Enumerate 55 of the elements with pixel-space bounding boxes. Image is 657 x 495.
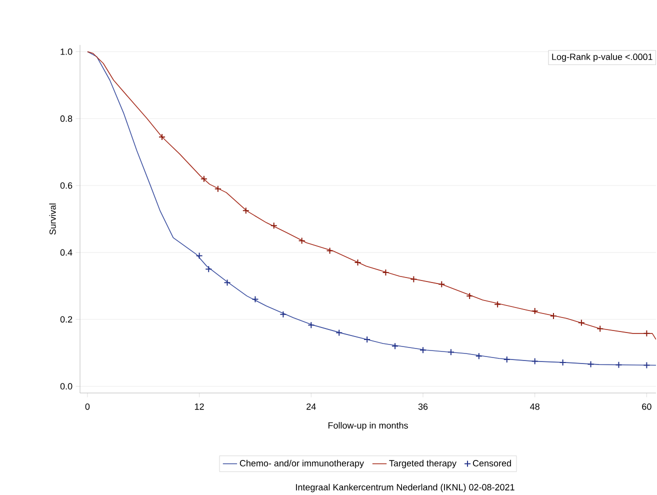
point (364, 336, 371, 343)
point (280, 310, 287, 318)
text: Integraal Kankercentrum Nederland (IKNL) 02-08-2021 (296, 484, 514, 492)
point (447, 348, 454, 356)
point (559, 358, 566, 366)
point (326, 247, 334, 254)
x-tick-label: 36 (418, 403, 428, 410)
y-tick-label: 0.8 (60, 115, 72, 122)
point (643, 330, 650, 337)
point (336, 329, 343, 336)
point (466, 292, 474, 300)
point (494, 300, 502, 308)
point (205, 266, 212, 273)
y-tick-label: 0.6 (60, 182, 72, 189)
x-tick-label: 24 (306, 403, 316, 410)
y-tick-label: 0.2 (60, 316, 72, 322)
point (158, 133, 166, 140)
point (392, 342, 399, 350)
point (214, 185, 222, 192)
point (252, 296, 259, 303)
point (382, 268, 390, 276)
point (643, 362, 650, 369)
legend-label: Targeted therapy (389, 460, 456, 468)
point (475, 352, 482, 360)
point (354, 258, 362, 266)
point (550, 312, 557, 320)
y-tick-label: 0.0 (60, 383, 72, 390)
legend-label: Chemo- and/or immunotherapy (240, 460, 364, 468)
point (531, 358, 538, 365)
point (596, 325, 604, 332)
point (200, 175, 208, 182)
annotation: Log-Rank p-value <.0001 (552, 53, 652, 62)
point (438, 280, 446, 288)
x-tick-label: 48 (530, 403, 540, 410)
point (270, 222, 278, 230)
point (242, 207, 250, 214)
point (308, 321, 315, 328)
point (410, 276, 418, 283)
y-tick-label: 0.4 (60, 249, 72, 256)
x-tick-label: 0 (85, 403, 90, 410)
point (224, 278, 231, 286)
x-axis-title: Follow-up in months (328, 422, 408, 430)
y-axis-title: Survival (49, 204, 56, 234)
point (587, 360, 594, 368)
point (196, 252, 203, 260)
point (615, 361, 622, 368)
point (503, 356, 510, 363)
point (531, 307, 538, 314)
x-tick-label: 12 (194, 403, 204, 410)
legend-label: Censored (472, 460, 511, 466)
x-tick-label: 60 (642, 403, 652, 410)
y-tick-label: 1.0 (60, 48, 72, 55)
point (578, 319, 585, 326)
point (419, 346, 426, 354)
point (298, 237, 306, 244)
